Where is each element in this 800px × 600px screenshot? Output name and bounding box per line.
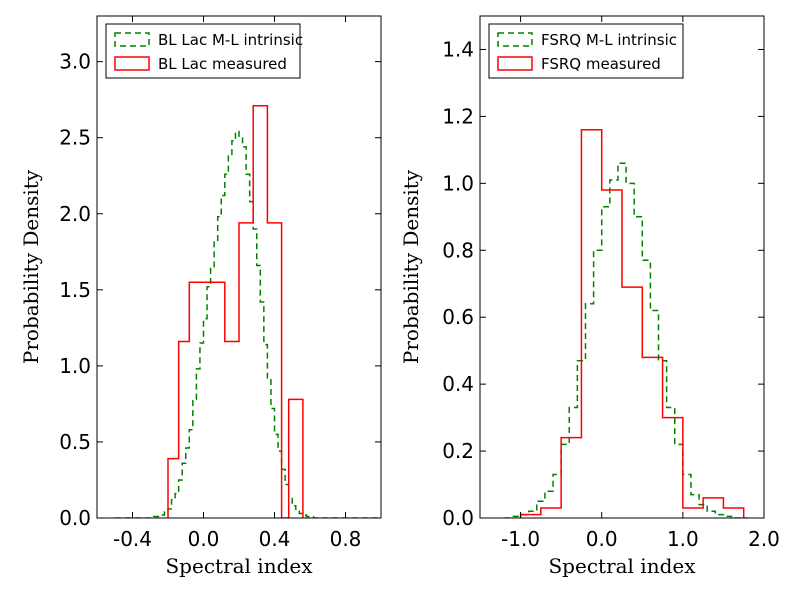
left-series-group [114, 105, 381, 518]
left-series-measured-line [167, 105, 304, 518]
left-ytick-label: 2.5 [59, 126, 91, 150]
right-xtick-label: 0.0 [586, 527, 618, 551]
right-series-measured-line [519, 129, 745, 518]
left-y-axis-label: Probability Density [19, 169, 43, 364]
right-ytick-label: 0.2 [442, 439, 474, 463]
left-ytick-label: 1.5 [59, 278, 91, 302]
left-ytick-label: 0.5 [59, 430, 91, 454]
left-legend-label-measured: BL Lac measured [158, 55, 287, 73]
left-ytick-label: 3.0 [59, 50, 91, 74]
left-legend-swatch-measured [114, 56, 150, 71]
left-legend-label-intrinsic: BL Lac M-L intrinsic [158, 31, 303, 49]
right-ytick-label: 1.0 [442, 171, 474, 195]
right-ytick-label: 0.6 [442, 305, 474, 329]
right-series-intrinsic-line [504, 162, 748, 518]
right-legend-label-intrinsic: FSRQ M-L intrinsic [541, 31, 677, 49]
right-legend-swatch-measured [497, 56, 533, 71]
right-axes-frame [479, 15, 765, 519]
right-ytick-label: 0.0 [442, 506, 474, 530]
left-legend: BL Lac M-L intrinsic BL Lac measured [105, 23, 303, 79]
right-ytick-label: 1.4 [442, 37, 474, 61]
left-ytick-label: 1.0 [59, 354, 91, 378]
right-y-axis-label: Probability Density [399, 169, 423, 364]
left-ytick-label: 0.0 [59, 506, 91, 530]
left-panel: -0.4 0.0 0.4 0.8 0.0 0.5 1.0 1.5 2.0 2.5 3.0 Spectr… [19, 15, 382, 578]
left-xtick-label: 0.4 [259, 527, 291, 551]
right-ytick-label: 0.4 [442, 372, 474, 396]
right-xtick-label: 1.0 [667, 527, 699, 551]
right-xtick-label: -1.0 [501, 527, 540, 551]
right-legend-label-measured: FSRQ measured [541, 55, 661, 73]
right-xtick-label: 2.0 [748, 527, 780, 551]
left-xtick-label: 0.8 [330, 527, 362, 551]
left-ytick-label: 2.0 [59, 202, 91, 226]
right-panel: -1.0 0.0 1.0 2.0 0.0 0.2 0.4 0.6 0.8 1.0 1.2 1.4 Spe… [399, 15, 780, 578]
left-axes-frame [96, 15, 382, 519]
left-legend-swatch-intrinsic [114, 32, 150, 47]
right-legend: FSRQ M-L intrinsic FSRQ measured [488, 23, 684, 79]
right-legend-swatch-intrinsic [497, 32, 533, 47]
right-ytick-label: 0.8 [442, 238, 474, 262]
right-ytick-label: 1.2 [442, 104, 474, 128]
left-series-intrinsic-line [114, 130, 381, 518]
left-xtick-label: 0.0 [188, 527, 220, 551]
right-series-group [504, 129, 748, 518]
left-xtick-label: -0.4 [113, 527, 152, 551]
right-x-axis-label: Spectral index [548, 554, 696, 578]
left-x-axis-label: Spectral index [165, 554, 313, 578]
